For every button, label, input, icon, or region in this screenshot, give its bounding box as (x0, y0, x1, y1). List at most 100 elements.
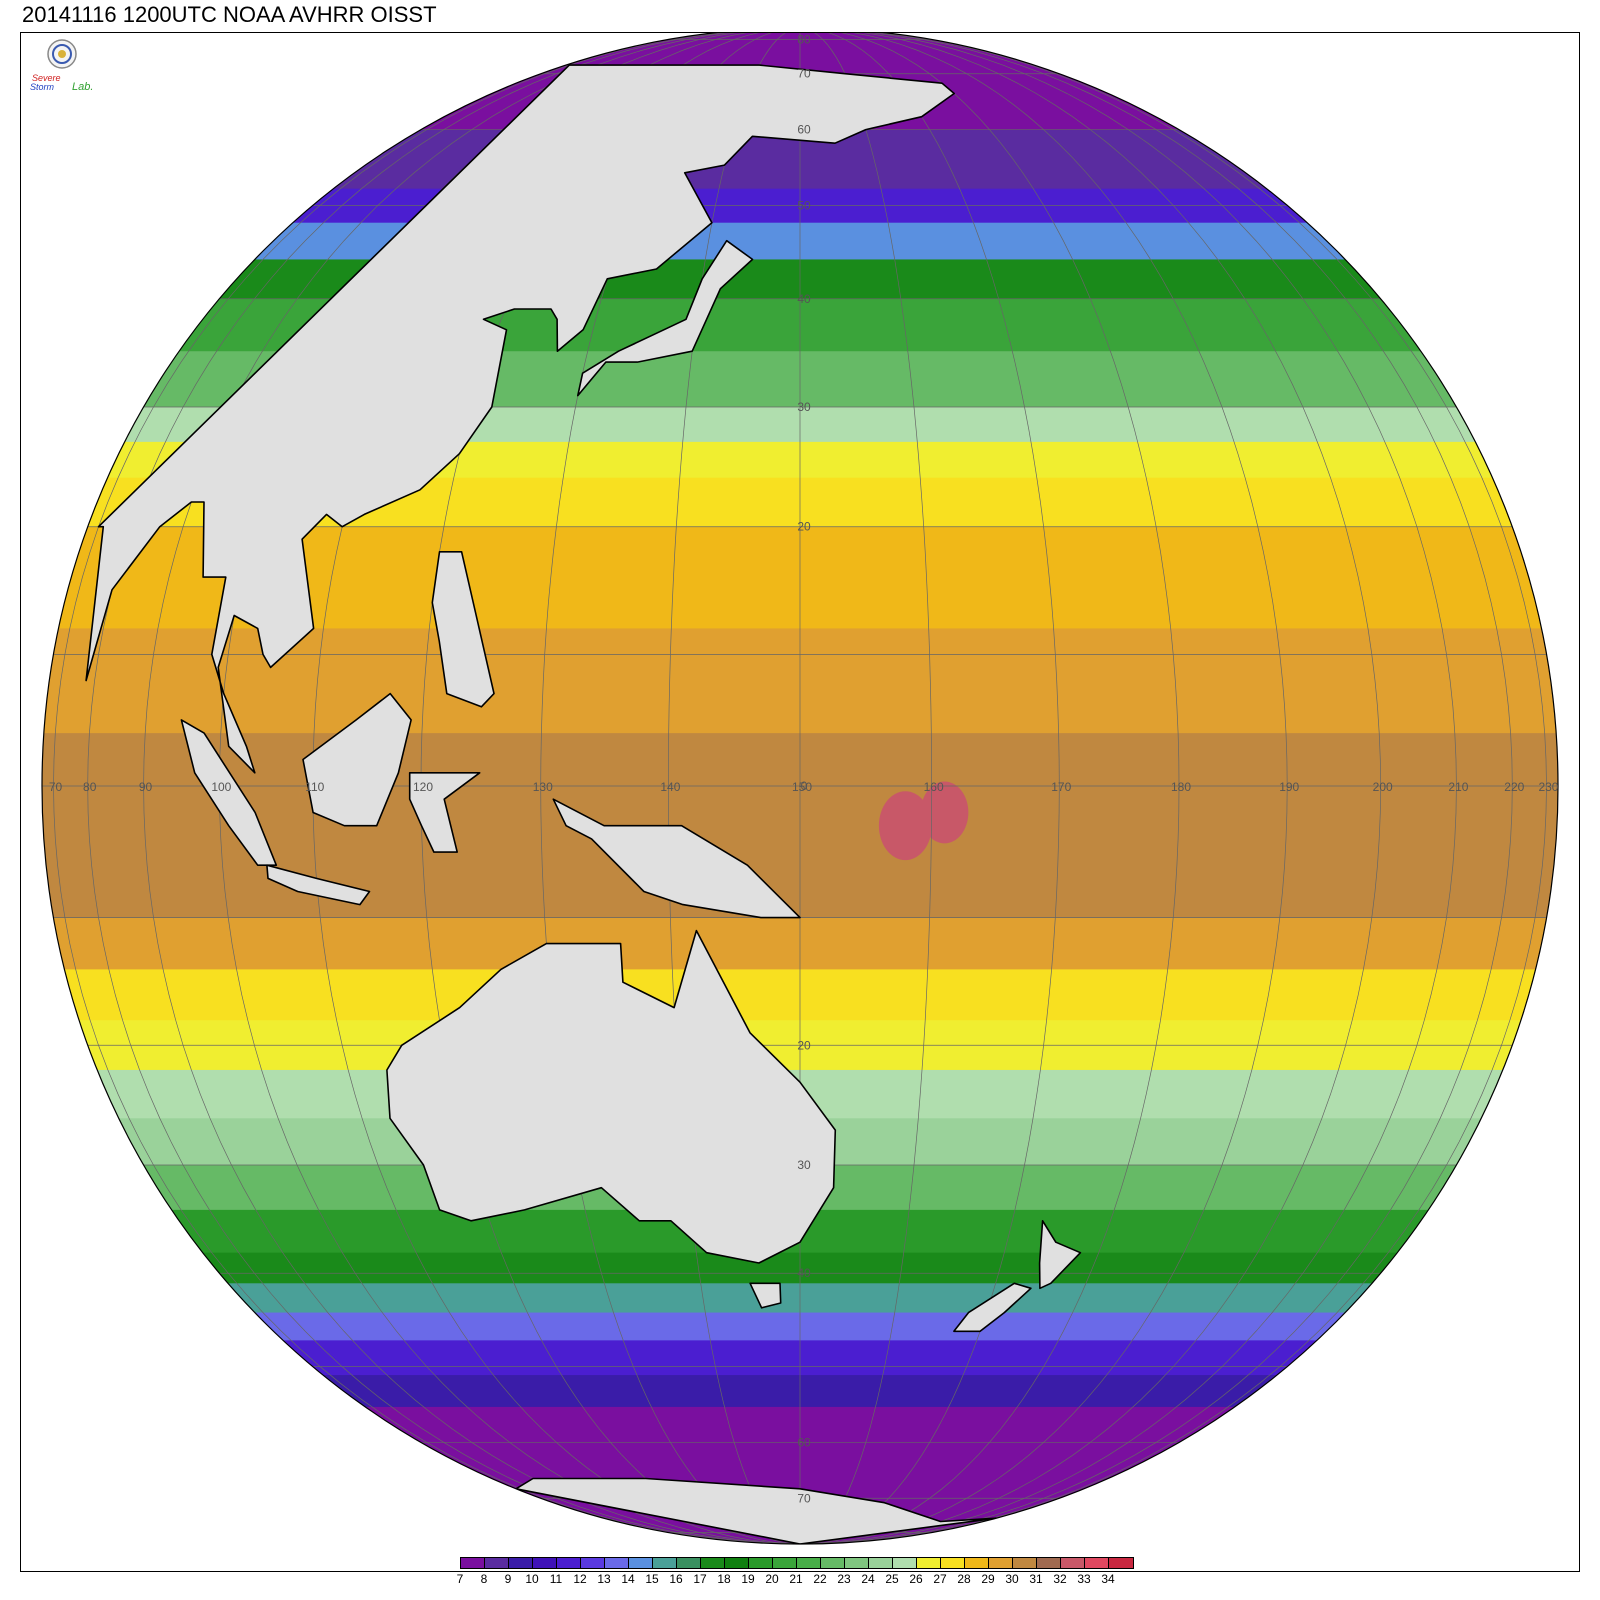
lon-label: 230 (1538, 780, 1558, 794)
colorbar-tick-label: 30 (1005, 1572, 1019, 1586)
colorbar-tick-label: 20 (765, 1572, 779, 1586)
land-borneo (302, 692, 412, 827)
lon-label: 210 (1448, 780, 1468, 794)
colorbar-swatch (965, 1558, 989, 1568)
lat-label: 20 (797, 1038, 811, 1052)
sst-colorbar (460, 1557, 1134, 1569)
colorbar-swatch (917, 1558, 941, 1568)
lat-label: 0 (801, 779, 808, 793)
colorbar-swatch (989, 1558, 1013, 1568)
lon-label: 140 (660, 780, 680, 794)
land-asia (85, 64, 955, 774)
colorbar-swatch (533, 1558, 557, 1568)
logo-text-severe: Severe (32, 73, 61, 83)
lon-label: 180 (1171, 780, 1191, 794)
colorbar-tick-label: 27 (933, 1572, 947, 1586)
colorbar-tick-label: 17 (693, 1572, 707, 1586)
colorbar-swatch (1109, 1558, 1133, 1568)
colorbar-swatch (845, 1558, 869, 1568)
colorbar-swatch (1037, 1558, 1061, 1568)
colorbar-swatch (677, 1558, 701, 1568)
sst-hotspot (878, 791, 932, 861)
colorbar-tick-label: 21 (789, 1572, 803, 1586)
lat-label: 40 (797, 1266, 811, 1280)
colorbar-swatch (557, 1558, 581, 1568)
lon-label: 190 (1279, 780, 1299, 794)
sst-hotspot (920, 781, 969, 844)
colorbar-tick-label: 7 (456, 1572, 464, 1586)
colorbar-swatch (485, 1558, 509, 1568)
globe-outline (41, 33, 1559, 1545)
map-title: 20141116 1200UTC NOAA AVHRR OISST (22, 2, 437, 27)
colorbar-tick-label: 26 (909, 1572, 923, 1586)
colorbar-tick-label: 29 (981, 1572, 995, 1586)
land-australia (386, 929, 837, 1264)
logo-text-storm: Storm (30, 82, 55, 92)
colorbar-swatch (1085, 1558, 1109, 1568)
lon-label: 150 (792, 780, 812, 794)
land-antarctica (515, 1477, 997, 1544)
colorbar-swatch (773, 1558, 797, 1568)
colorbar-tick-label: 8 (480, 1572, 488, 1586)
lat-label: 50 (797, 198, 811, 212)
colorbar-tick-label: 10 (525, 1572, 539, 1586)
colorbar-swatch (797, 1558, 821, 1568)
colorbar-tick-label: 23 (837, 1572, 851, 1586)
lon-label: 170 (1051, 780, 1071, 794)
land-new-zealand-south (953, 1282, 1032, 1333)
colorbar-swatch (749, 1558, 773, 1568)
lat-label: 60 (797, 1435, 811, 1449)
colorbar-tick-label: 25 (885, 1572, 899, 1586)
land-japan (577, 239, 754, 397)
lon-label: 70 (49, 780, 63, 794)
colorbar-tick-label: 34 (1101, 1572, 1115, 1586)
colorbar-swatch (725, 1558, 749, 1568)
land-new-guinea (552, 798, 801, 919)
land-tasmania (749, 1282, 782, 1309)
lon-label: 120 (413, 780, 433, 794)
colorbar-tick-label: 11 (549, 1572, 563, 1586)
lon-label: 90 (139, 780, 153, 794)
colorbar-tick-label: 32 (1053, 1572, 1067, 1586)
colorbar-swatch (581, 1558, 605, 1568)
colorbar-swatch (893, 1558, 917, 1568)
lat-label: 40 (797, 292, 811, 306)
map-frame: 80 70 60 50 40 30 20 0 20 30 40 60 70 70 80 90 100 110 120… (20, 32, 1580, 1572)
logo-text-lab: Lab. (72, 81, 93, 93)
lon-label: 130 (533, 780, 553, 794)
lon-label: 160 (924, 780, 944, 794)
colorbar-swatch (941, 1558, 965, 1568)
colorbar-swatch (653, 1558, 677, 1568)
colorbar-swatch (605, 1558, 629, 1568)
lon-label: 80 (83, 780, 97, 794)
lon-label: 220 (1504, 780, 1524, 794)
colorbar-tick-label: 31 (1029, 1572, 1043, 1586)
colorbar-tick-label: 33 (1077, 1572, 1091, 1586)
colorbar-tick-label: 15 (645, 1572, 659, 1586)
lat-label: 70 (797, 1491, 811, 1505)
colorbar-swatch (821, 1558, 845, 1568)
lat-label: 30 (797, 400, 811, 414)
land-java (266, 864, 371, 906)
lat-label: 20 (797, 520, 811, 534)
colorbar-tick-label: 12 (573, 1572, 587, 1586)
lat-label: 30 (797, 1158, 811, 1172)
lat-label: 80 (797, 33, 811, 47)
colorbar-tick-label: 13 (597, 1572, 611, 1586)
colorbar-tick-label: 9 (504, 1572, 512, 1586)
land-sulawesi (408, 772, 481, 853)
colorbar-tick-label: 28 (957, 1572, 971, 1586)
colorbar-swatch (1013, 1558, 1037, 1568)
colorbar-swatch (509, 1558, 533, 1568)
colorbar-tick-label: 16 (669, 1572, 683, 1586)
colorbar-swatch (461, 1558, 485, 1568)
colorbar-tick-label: 18 (717, 1572, 731, 1586)
colorbar-swatch (1061, 1558, 1085, 1568)
colorbar-swatch (629, 1558, 653, 1568)
colorbar-tick-label: 22 (813, 1572, 827, 1586)
severe-storm-lab-logo: Severe Storm Lab. (26, 38, 116, 98)
land-new-zealand-north (1038, 1220, 1082, 1290)
colorbar-tick-label: 19 (741, 1572, 755, 1586)
colorbar-swatch (701, 1558, 725, 1568)
